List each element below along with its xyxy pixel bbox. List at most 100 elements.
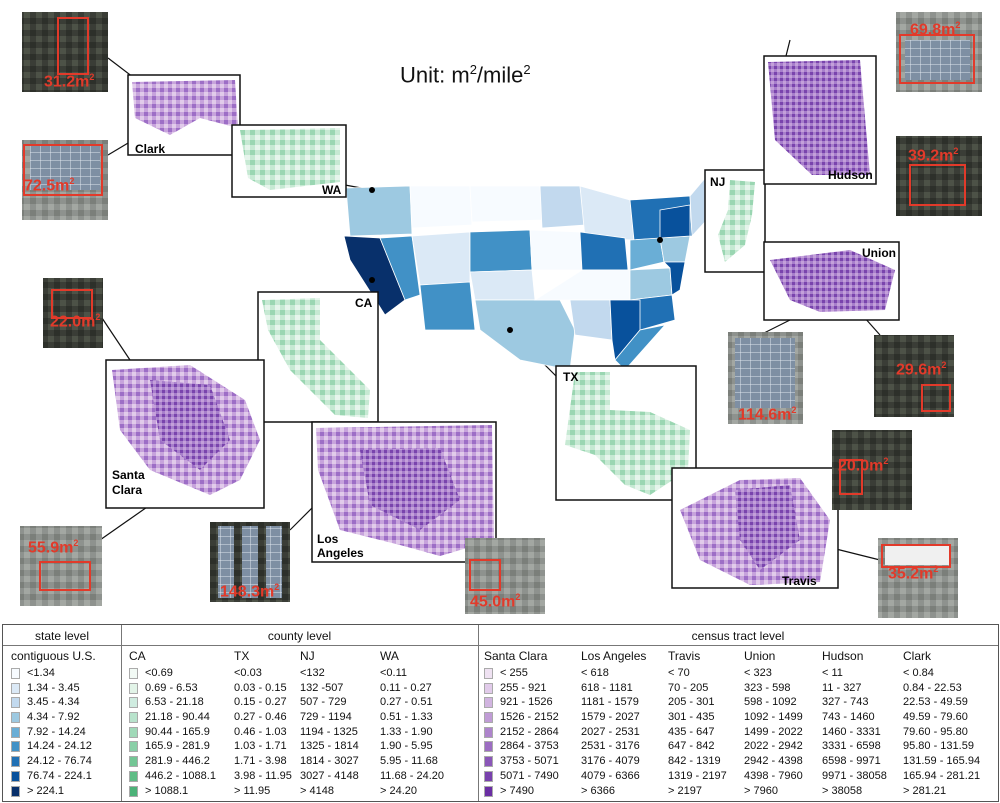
legend-vline-2 (478, 625, 479, 801)
legend-range-label: > 38058 (822, 784, 863, 797)
legend-range-label: 1.33 - 1.90 (380, 725, 433, 738)
legend-range-label: 11.68 - 24.20 (380, 769, 445, 782)
legend-range-label: > 7490 (500, 784, 534, 797)
legend-swatch (11, 682, 20, 694)
legend-range-label: 0.27 - 0.46 (234, 711, 287, 724)
legend-row: < 323 (744, 666, 803, 681)
legend-range-label: 6598 - 9971 (822, 755, 881, 768)
legend-row: > 6366 (581, 784, 640, 799)
legend-swatch (484, 726, 493, 738)
legend-swatch (484, 682, 493, 694)
legend-row: 1092 - 1499 (744, 710, 803, 725)
legend-row: 435 - 647 (668, 725, 727, 740)
sat-label-travis-bottom: 35.2m2 (888, 564, 939, 583)
legend-divider (3, 645, 998, 646)
legend-swatch (11, 726, 20, 738)
legend-range-label: 79.60 - 95.80 (903, 725, 968, 738)
legend-swatch (129, 682, 138, 694)
legend-range-label: 647 - 842 (668, 740, 715, 753)
nj-label: NJ (710, 175, 726, 189)
legend-range-label: 598 - 1092 (744, 696, 797, 709)
legend-range-label: < 323 (744, 667, 772, 679)
legend-swatch (484, 756, 493, 768)
location-dots (369, 187, 663, 333)
legend-swatch (11, 770, 20, 782)
legend-range-label: < 255 (500, 667, 528, 679)
legend-row: 6598 - 9971 (822, 754, 887, 769)
legend-range-label: 301 - 435 (668, 711, 715, 724)
legend-range-label: 0.27 - 0.51 (380, 696, 433, 709)
legend-range-label: 0.15 - 0.27 (234, 696, 287, 709)
legend-row: 3.98 - 11.95 (234, 769, 292, 784)
legend-range-label: 507 - 729 (300, 696, 347, 709)
legend-range-label: 49.59 - 79.60 (903, 711, 968, 724)
legend-range-label: <0.69 (145, 667, 173, 679)
tract-level-heading: census tract level (691, 629, 785, 643)
legend-row: 1.33 - 1.90 (380, 725, 444, 740)
legend-column-header: Hudson (822, 649, 864, 663)
legend-range-label: 205 - 301 (668, 696, 715, 709)
legend-range-label: 132 -507 (300, 681, 344, 694)
legend-row: < 618 (581, 666, 640, 681)
sat-label-hudson-bottom: 39.2m2 (908, 146, 959, 165)
legend-row: 0.27 - 0.46 (234, 710, 292, 725)
map-figure (20, 12, 982, 618)
sat-label-clark-bottom: 72.5m2 (24, 176, 75, 195)
legend-range-label: 0.84 - 22.53 (903, 681, 962, 694)
legend-column: < 618 618 - 1181 1181 - 1579 1579 - 2027 202… (581, 666, 640, 798)
legend-column-header: Union (744, 649, 776, 663)
legend-range-label: 729 - 1194 (300, 711, 352, 724)
legend-row: 1.03 - 1.71 (234, 739, 292, 754)
legend-swatch (484, 770, 493, 782)
legend-range-label: 323 - 598 (744, 681, 791, 694)
legend-range-label: 70 - 205 (668, 681, 709, 694)
legend-range-label: > 2197 (668, 784, 702, 797)
legend-swatch (129, 668, 138, 679)
legend-row: 1499 - 2022 (744, 725, 803, 740)
travis-label: Travis (782, 574, 817, 588)
legend-row: 301 - 435 (668, 710, 727, 725)
legend-table: state level county level census tract le… (2, 624, 999, 802)
tx-label: TX (563, 370, 579, 384)
legend-range-label: < 0.84 (903, 667, 934, 679)
legend-range-label: 2531 - 3176 (581, 740, 640, 753)
legend-row: > 281.21 (903, 784, 980, 799)
legend-range-label: 1319 - 2197 (668, 769, 727, 782)
union-label: Union (862, 246, 896, 260)
legend-row: 4398 - 7960 (744, 769, 803, 784)
legend-swatch (11, 785, 20, 797)
wa-label: WA (322, 183, 342, 197)
legend-range-label: 14.24 - 24.12 (27, 740, 92, 753)
legend-row: 2027 - 2531 (581, 725, 640, 740)
legend-row: 842 - 1319 (668, 754, 727, 769)
legend-row: 3027 - 4148 (300, 769, 359, 784)
legend-range-label: 743 - 1460 (822, 711, 875, 724)
legend-row: 1325 - 1814 (300, 739, 359, 754)
legend-column-header: WA (380, 649, 399, 663)
legend-range-label: 3176 - 4079 (581, 755, 640, 768)
santa-clara-label-2: Clara (112, 483, 143, 497)
legend-range-label: 1460 - 3331 (822, 725, 881, 738)
los-angeles-label-2: Angeles (317, 546, 364, 560)
santa-clara-label-1: Santa (112, 468, 145, 482)
legend-range-label: 165.94 - 281.21 (903, 769, 981, 782)
sat-label-santa-clara-top: 22.0m2 (50, 312, 101, 331)
hudson-label: Hudson (828, 168, 873, 182)
legend-column-header: Travis (668, 649, 701, 663)
legend-range-label: > 224.1 (27, 784, 65, 797)
sat-label-travis-top: 20.0m2 (838, 456, 889, 475)
legend-range-label: <1.34 (27, 667, 55, 679)
legend-range-label: 1579 - 2027 (581, 711, 640, 724)
legend-range-label: 4079 - 6366 (581, 769, 640, 782)
legend-range-label: <132 (300, 667, 325, 679)
legend-row: 2942 - 4398 (744, 754, 803, 769)
legend-row: 0.11 - 0.27 (380, 681, 444, 696)
legend-range-label: 255 - 921 (500, 681, 547, 694)
legend-range-label: 0.46 - 1.03 (234, 725, 287, 738)
legend-range-label: 327 - 743 (822, 696, 869, 709)
legend-range-label: > 1088.1 (145, 784, 189, 797)
legend-column-header: NJ (300, 649, 315, 663)
legend-swatch (11, 741, 20, 753)
legend-range-label: > 7960 (744, 784, 778, 797)
legend-row: 598 - 1092 (744, 695, 803, 710)
